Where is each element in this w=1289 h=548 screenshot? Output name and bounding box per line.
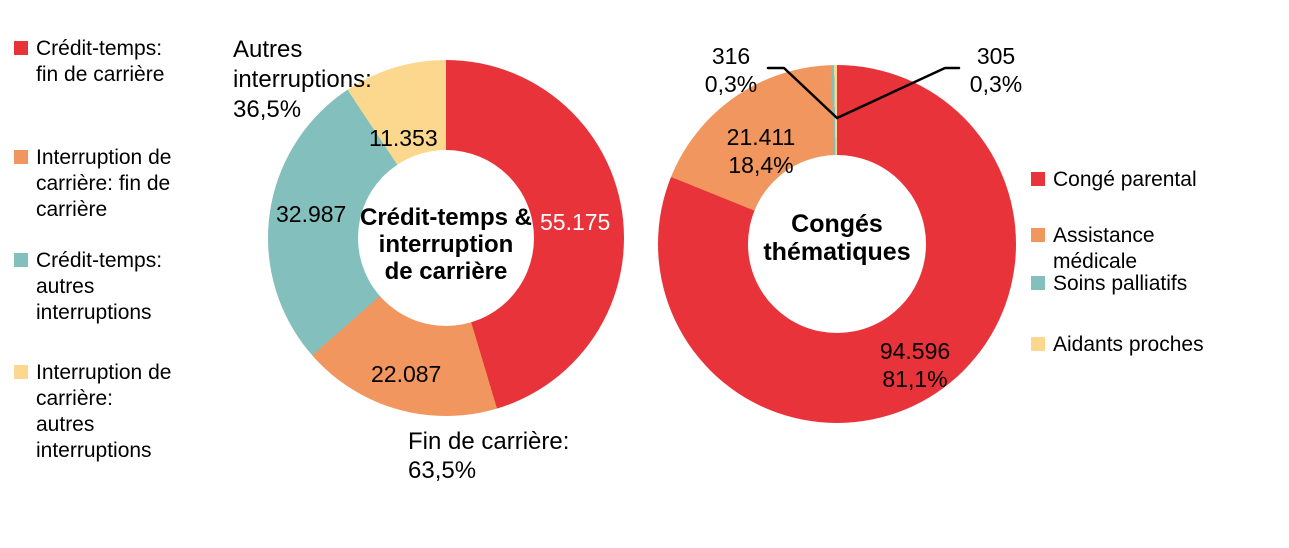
- legend-item: Congé parental: [1031, 167, 1281, 193]
- legend-label: Crédit-temps: fin de carrière: [36, 37, 165, 86]
- legend-label: Interruption de carrière: fin de carrièr…: [36, 146, 172, 221]
- value-label-soins-palliatifs: 316 0,3%: [704, 43, 758, 97]
- legend-label: Aidants proches: [1053, 333, 1204, 356]
- chart-title-left: Crédit-temps & interruption de carrière: [359, 204, 533, 285]
- legend-item: Crédit-temps: autres interruptions: [14, 248, 199, 326]
- legend-swatch-yellow: [14, 365, 28, 379]
- value-label-assistance-medicale: 21.411 18,4%: [726, 124, 796, 178]
- chart-title-right: Congés thématiques: [763, 210, 911, 266]
- legend-swatch-orange: [14, 150, 28, 164]
- value-label-interruption-fin: 22.087: [371, 361, 442, 387]
- donut-chart-credit-temps: [268, 60, 624, 416]
- legend-label: Interruption de carrière: autres interru…: [36, 361, 172, 462]
- legend-item: Soins palliatifs: [1031, 271, 1281, 297]
- annotation-autres-interruptions: Autres interruptions: 36,5%: [233, 36, 372, 123]
- donut-chart-conges-thematiques: [658, 65, 1016, 423]
- value-label-credit-temps-autres: 32.987: [276, 201, 347, 227]
- donut-hole: [748, 155, 926, 333]
- legend-swatch-teal: [1031, 276, 1045, 290]
- value-label-aidants-proches: 305 0,3%: [969, 43, 1023, 97]
- legend-swatch-red: [1031, 172, 1045, 186]
- legend-label: Soins palliatifs: [1053, 272, 1188, 295]
- legend-swatch-teal: [14, 253, 28, 267]
- legend-item: Interruption de carrière: autres interru…: [14, 360, 199, 464]
- annotation-fin-de-carriere: Fin de carrière: 63,5%: [408, 428, 570, 484]
- legend-label: Crédit-temps: autres interruptions: [36, 249, 163, 324]
- legend-item: Aidants proches: [1031, 332, 1281, 358]
- legend-label: Assistance médicale: [1053, 224, 1155, 273]
- legend-item: Interruption de carrière: fin de carrièr…: [14, 145, 199, 223]
- legend-item: Crédit-temps: fin de carrière: [14, 36, 199, 88]
- donut-hole: [358, 150, 534, 326]
- value-label-conge-parental: 94.596 81,1%: [879, 338, 951, 392]
- legend-swatch-orange: [1031, 228, 1045, 242]
- legend-label: Congé parental: [1053, 168, 1197, 191]
- legend-swatch-yellow: [1031, 337, 1045, 351]
- legend-item: Assistance médicale: [1031, 223, 1281, 275]
- legend-swatch-red: [14, 41, 28, 55]
- value-label-credit-temps-fin: 55.175: [540, 209, 611, 235]
- value-label-interruption-autres: 11.353: [369, 125, 438, 151]
